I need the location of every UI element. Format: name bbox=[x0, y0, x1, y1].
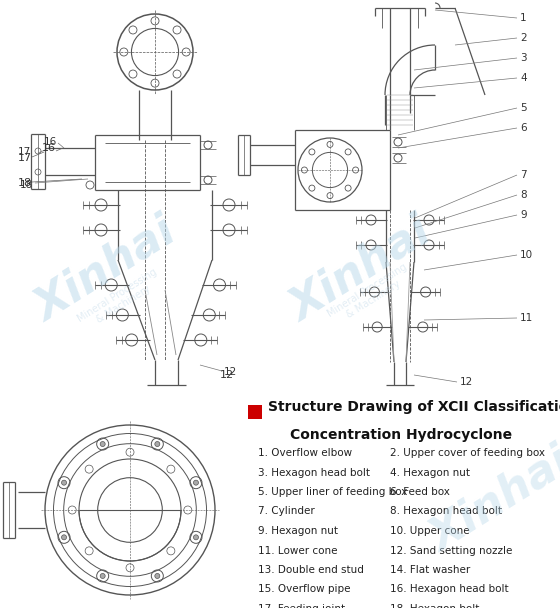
Text: Mineral Processing
& Machinery: Mineral Processing & Machinery bbox=[76, 266, 165, 333]
Text: 5. Upper liner of feeding box: 5. Upper liner of feeding box bbox=[258, 487, 407, 497]
Text: 14. Flat washer: 14. Flat washer bbox=[390, 565, 470, 575]
Circle shape bbox=[193, 480, 198, 485]
Text: 8. Hexagon head bolt: 8. Hexagon head bolt bbox=[390, 506, 502, 517]
Text: 18: 18 bbox=[18, 178, 32, 188]
Text: 17. Feeding joint: 17. Feeding joint bbox=[258, 604, 345, 608]
Text: 18. Hexagon bolt: 18. Hexagon bolt bbox=[390, 604, 479, 608]
Text: 7. Cylinder: 7. Cylinder bbox=[258, 506, 315, 517]
Text: 11. Lower cone: 11. Lower cone bbox=[258, 545, 338, 556]
Circle shape bbox=[193, 535, 198, 540]
Text: Concentration Hydrocyclone: Concentration Hydrocyclone bbox=[290, 428, 512, 442]
Text: 7: 7 bbox=[520, 170, 526, 180]
Text: 15. Overflow pipe: 15. Overflow pipe bbox=[258, 584, 351, 595]
Text: 10: 10 bbox=[520, 250, 533, 260]
Text: 12: 12 bbox=[224, 367, 237, 377]
Text: 2. Upper cover of feeding box: 2. Upper cover of feeding box bbox=[390, 448, 545, 458]
Text: 3. Hexagon head bolt: 3. Hexagon head bolt bbox=[258, 468, 370, 477]
Circle shape bbox=[155, 441, 160, 446]
Text: 16: 16 bbox=[42, 143, 56, 153]
Circle shape bbox=[155, 573, 160, 578]
Text: 5: 5 bbox=[520, 103, 526, 113]
Text: 12: 12 bbox=[460, 377, 473, 387]
Text: Xinhai: Xinhai bbox=[27, 210, 183, 330]
Text: Xinhai: Xinhai bbox=[422, 440, 560, 560]
Text: 11: 11 bbox=[520, 313, 533, 323]
Text: 18: 18 bbox=[20, 180, 33, 190]
Text: 17: 17 bbox=[18, 153, 32, 163]
Text: 10. Upper cone: 10. Upper cone bbox=[390, 526, 470, 536]
Circle shape bbox=[62, 480, 67, 485]
Text: 8: 8 bbox=[520, 190, 526, 200]
Text: 9: 9 bbox=[520, 210, 526, 220]
Text: 3: 3 bbox=[520, 53, 526, 63]
Circle shape bbox=[100, 441, 105, 446]
Circle shape bbox=[100, 573, 105, 578]
Text: 4: 4 bbox=[520, 73, 526, 83]
Text: 16: 16 bbox=[44, 137, 57, 147]
Text: 6: 6 bbox=[520, 123, 526, 133]
Text: Mineral Processing
& Machinery: Mineral Processing & Machinery bbox=[325, 261, 414, 328]
Text: 1. Overflow elbow: 1. Overflow elbow bbox=[258, 448, 352, 458]
Text: 9. Hexagon nut: 9. Hexagon nut bbox=[258, 526, 338, 536]
Bar bbox=[248, 405, 262, 419]
Text: 13. Double end stud: 13. Double end stud bbox=[258, 565, 364, 575]
Circle shape bbox=[62, 535, 67, 540]
Text: 1: 1 bbox=[520, 13, 526, 23]
Text: Structure Drawing of XCII Classification &: Structure Drawing of XCII Classification… bbox=[268, 400, 560, 414]
Text: Xinhai: Xinhai bbox=[282, 210, 438, 330]
Text: 4. Hexagon nut: 4. Hexagon nut bbox=[390, 468, 470, 477]
Text: 12. Sand setting nozzle: 12. Sand setting nozzle bbox=[390, 545, 512, 556]
Text: 12: 12 bbox=[220, 370, 234, 380]
Text: 17: 17 bbox=[18, 147, 31, 157]
Text: 2: 2 bbox=[520, 33, 526, 43]
Text: 16. Hexagon head bolt: 16. Hexagon head bolt bbox=[390, 584, 508, 595]
Text: 6. Feed box: 6. Feed box bbox=[390, 487, 450, 497]
